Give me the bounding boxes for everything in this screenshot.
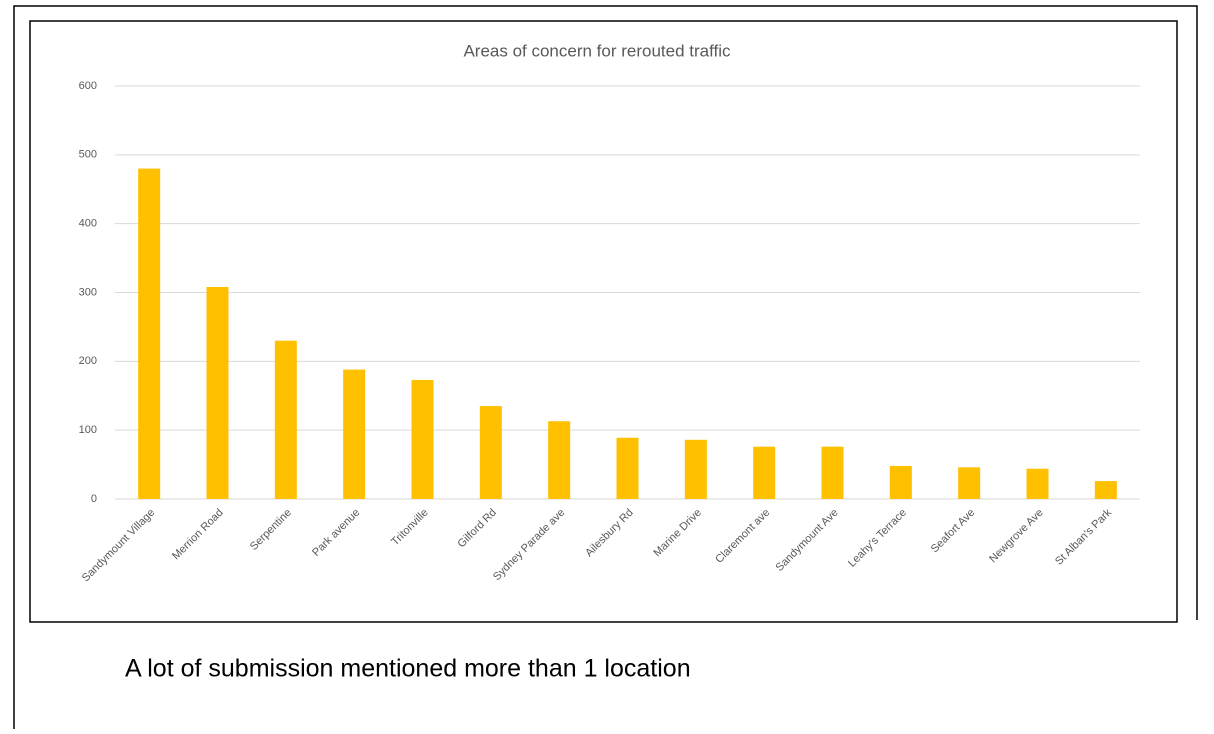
bar	[1026, 468, 1049, 499]
bar	[616, 437, 639, 499]
bar	[684, 439, 707, 499]
chart-title: Areas of concern for rerouted traffic	[463, 41, 731, 60]
y-tick-label: 500	[79, 149, 97, 161]
bar	[343, 369, 366, 499]
bar	[274, 340, 297, 499]
y-tick-label: 600	[79, 80, 97, 92]
bar	[753, 446, 776, 499]
bar	[821, 446, 844, 499]
y-tick-label: 400	[79, 218, 97, 230]
y-tick-label: 300	[79, 286, 97, 298]
y-tick-label: 0	[91, 493, 97, 505]
bar	[206, 286, 229, 499]
bar	[958, 467, 981, 499]
caption: A lot of submission mentioned more than …	[125, 655, 691, 683]
bar	[1094, 481, 1117, 499]
y-tick-label: 200	[79, 355, 97, 367]
y-tick-label: 100	[79, 424, 97, 436]
bar	[548, 421, 571, 499]
bar	[411, 379, 434, 499]
page-frame	[13, 5, 1198, 729]
bar	[479, 406, 502, 499]
bar	[138, 168, 161, 499]
bar	[889, 465, 912, 499]
